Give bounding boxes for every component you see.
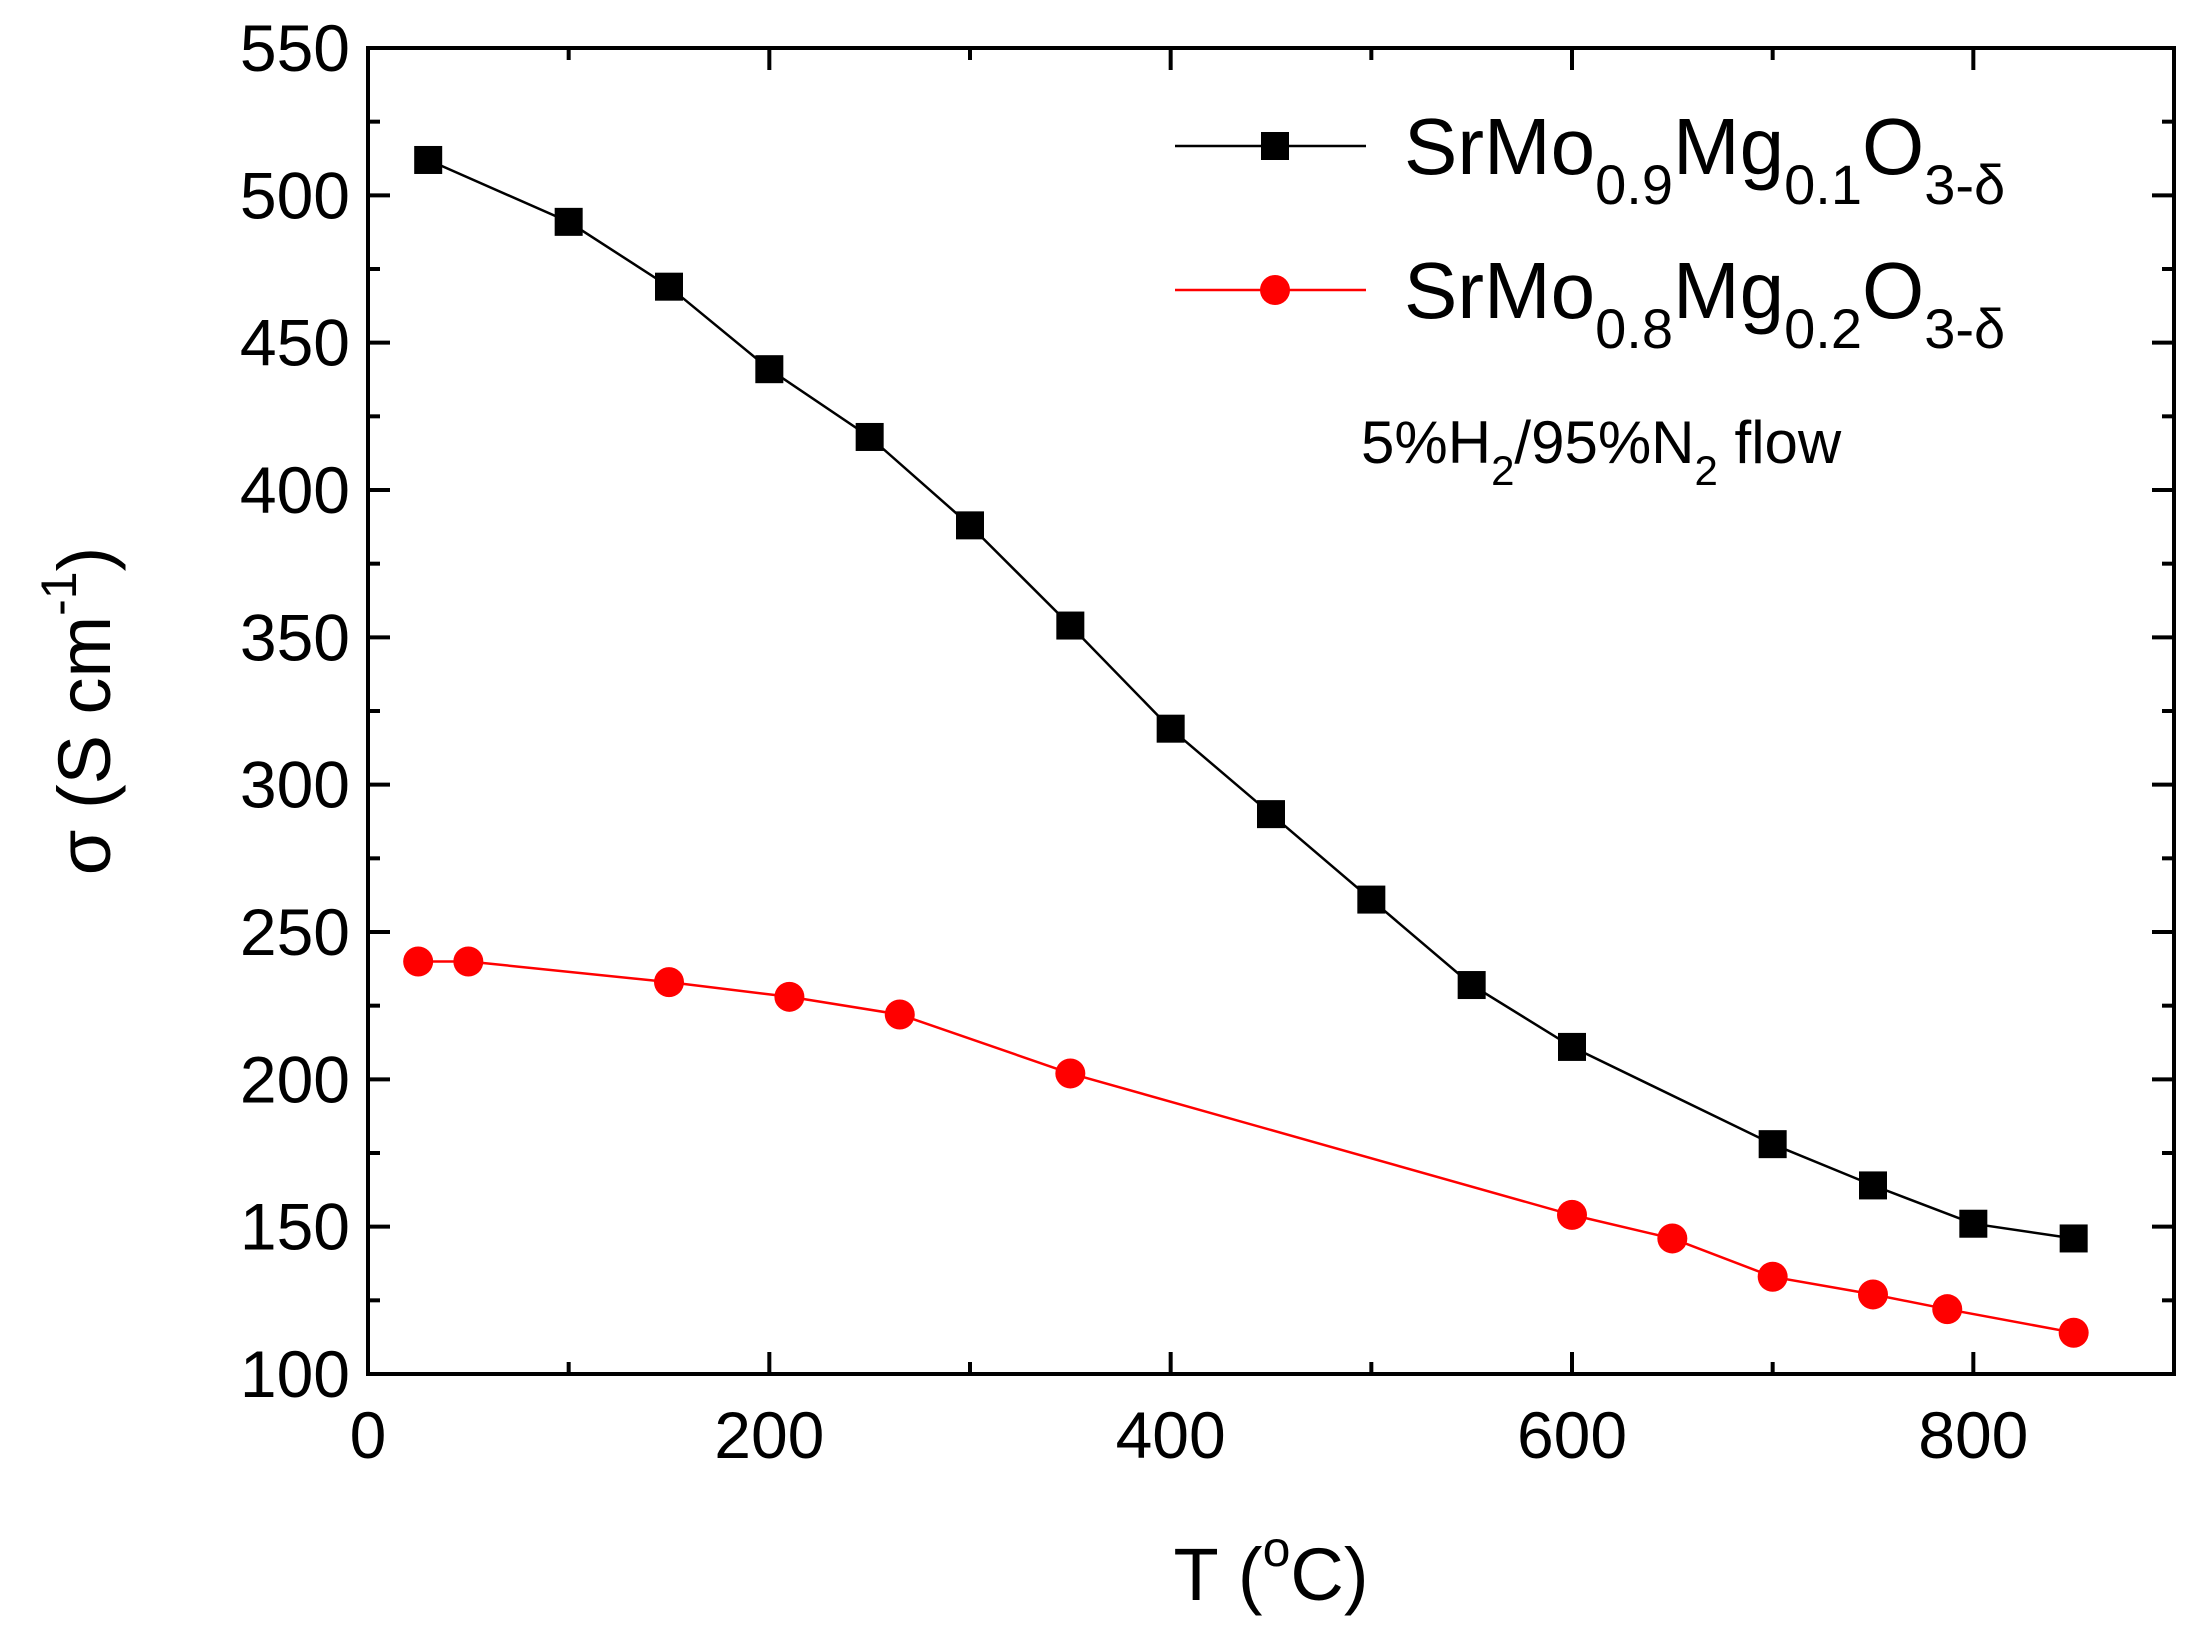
y-tick-label: 150 — [240, 1190, 350, 1264]
annotation-gas-flow: 5%H2/95%N2 flow — [1361, 409, 1842, 494]
legend-entry: SrMo0.8Mg0.2O3-δ — [1175, 246, 2005, 360]
series-line — [418, 960, 2074, 1334]
data-point — [1932, 1294, 1963, 1325]
data-point — [1257, 800, 1285, 829]
data-point — [1858, 1279, 1888, 1310]
data-point — [1558, 1032, 1586, 1061]
legend-entry: SrMo0.9Mg0.1O3-δ — [1175, 102, 2005, 216]
data-point — [755, 355, 784, 384]
series-line — [427, 158, 2074, 1240]
data-point — [1959, 1209, 1988, 1238]
legend-label: SrMo0.9Mg0.1O3-δ — [1404, 102, 2005, 216]
y-tick-label: 500 — [240, 158, 350, 232]
data-point — [1657, 1223, 1688, 1254]
data-point — [414, 145, 443, 174]
data-point — [956, 511, 984, 540]
series-1 — [414, 145, 2088, 1253]
data-point — [1457, 971, 1486, 1000]
data-point — [654, 967, 684, 998]
y-tick-label: 400 — [240, 453, 350, 527]
data-point — [554, 207, 583, 236]
data-point — [1859, 1171, 1887, 1200]
y-axis-title-suffix: ) — [43, 547, 126, 572]
x-axis-title-suffix: C) — [1290, 1533, 1368, 1616]
legend: SrMo0.9Mg0.1O3-δ SrMo0.8Mg0.2O3-δ — [1175, 102, 2005, 360]
data-point — [403, 946, 434, 977]
data-point — [774, 981, 805, 1012]
x-axis-title: T (oC) — [1174, 1521, 1369, 1616]
x-tick-label: 200 — [714, 1398, 824, 1472]
legend-label: SrMo0.8Mg0.2O3-δ — [1404, 246, 2005, 360]
legend-marker — [1260, 275, 1290, 305]
data-point — [1557, 1199, 1587, 1230]
data-point — [855, 422, 884, 451]
x-tick-label: 0 — [350, 1398, 387, 1472]
data-point — [1156, 714, 1185, 743]
y-tick-label: 300 — [240, 748, 350, 822]
data-point — [1056, 611, 1085, 640]
y-axis-title-sup: -1 — [31, 571, 87, 615]
x-tick-label: 800 — [1918, 1398, 2028, 1472]
data-point — [655, 272, 683, 301]
data-point — [1357, 885, 1386, 914]
data-point — [2059, 1224, 2088, 1253]
y-tick-label: 100 — [240, 1337, 350, 1411]
y-tick-label: 200 — [240, 1042, 350, 1116]
data-point — [453, 946, 484, 977]
x-tick-label: 600 — [1517, 1398, 1627, 1472]
y-tick-label: 250 — [240, 895, 350, 969]
x-axis-title-sup: o — [1263, 1521, 1291, 1577]
legend-marker — [1261, 132, 1289, 160]
series-layer — [403, 145, 2089, 1348]
axis-ticks — [366, 46, 2176, 1376]
y-axis-title: σ (S cm-1) — [31, 547, 126, 876]
data-point — [1055, 1058, 1086, 1089]
data-point — [1757, 1261, 1788, 1292]
y-tick-label: 350 — [240, 600, 350, 674]
data-point — [884, 999, 915, 1030]
x-tick-label: 400 — [1116, 1398, 1226, 1472]
x-axis-title-prefix: T ( — [1174, 1533, 1263, 1616]
axis-tick-labels: 0 200 400 600 800 100 150 200 250 300 350 400 450 500… — [240, 11, 2029, 1472]
data-point — [1758, 1130, 1787, 1159]
y-axis-title-prefix: σ (S cm — [43, 616, 126, 875]
y-tick-label: 550 — [240, 11, 350, 85]
y-tick-label: 450 — [240, 306, 350, 380]
data-point — [2058, 1317, 2089, 1348]
series-2 — [403, 946, 2089, 1348]
